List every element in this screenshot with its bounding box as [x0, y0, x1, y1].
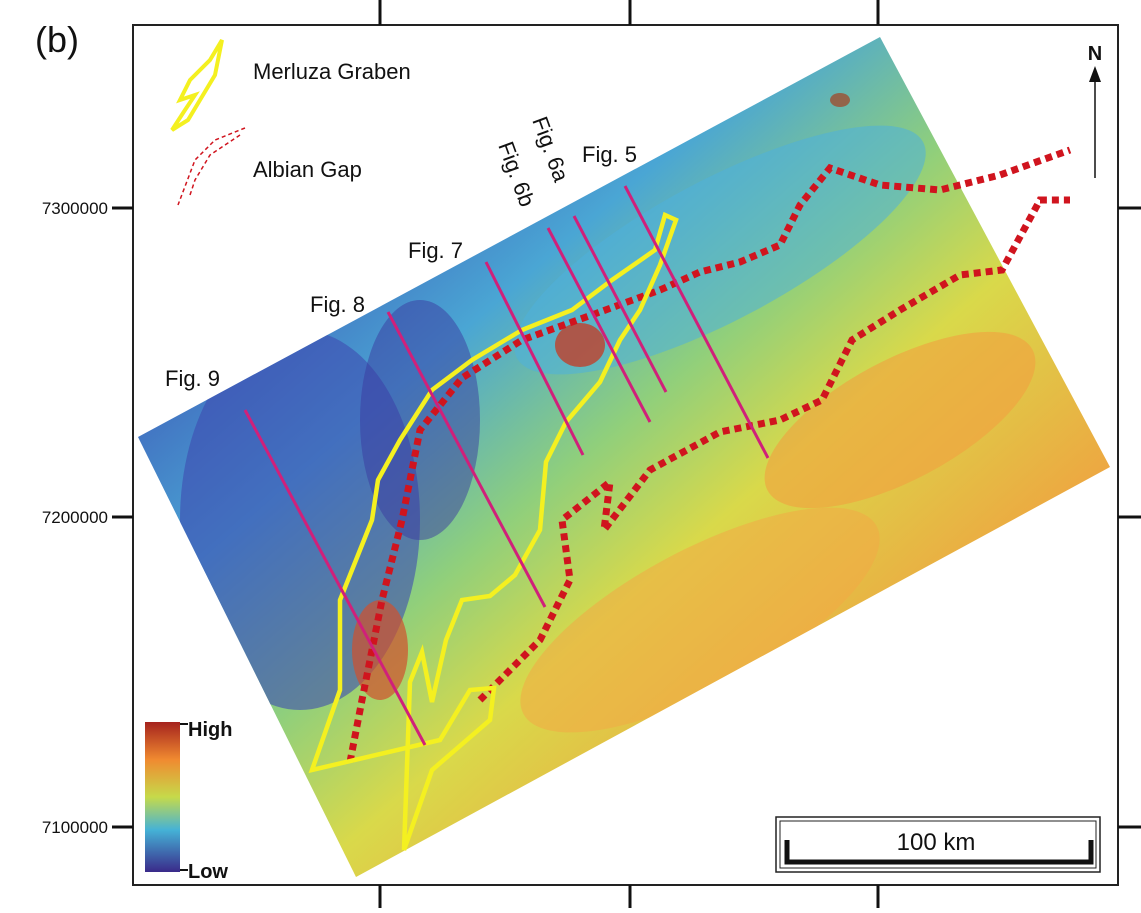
y-label: 7200000 [42, 508, 108, 527]
scale-label: 100 km [897, 829, 976, 856]
y-label: 7300000 [42, 199, 108, 218]
y-label: 7100000 [42, 818, 108, 837]
color-low-label: Low [188, 861, 228, 883]
color-bar [145, 722, 180, 872]
legend-albian-icon [178, 128, 245, 205]
y-axis-labels: 7300000 7200000 7100000 [42, 199, 108, 837]
panel-label: (b) [35, 19, 79, 60]
north-arrowhead [1089, 66, 1101, 82]
legend-label: Merluza Graben [253, 59, 411, 84]
profile-label: Fig. 6b [493, 138, 539, 210]
profile-label: Fig. 8 [310, 292, 365, 317]
north-label: N [1088, 43, 1102, 65]
legend-graben-icon [172, 40, 222, 130]
profile-label: Fig. 9 [165, 366, 220, 391]
profile-label: Fig. 5 [582, 142, 637, 167]
color-high-label: High [188, 719, 232, 741]
legend-label: Albian Gap [253, 157, 362, 182]
profile-label: Fig. 6a [527, 113, 574, 185]
profile-label: Fig. 7 [408, 238, 463, 263]
map-figure: (b) 7300000 7200000 7100000 Fig. 9 Fig. … [0, 0, 1141, 908]
